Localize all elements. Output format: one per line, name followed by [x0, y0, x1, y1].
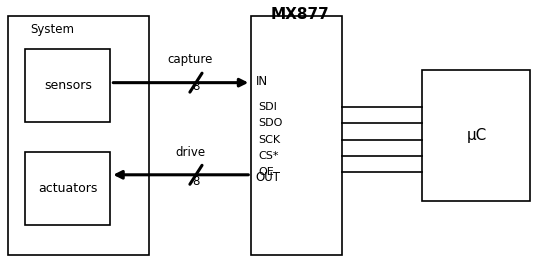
Text: actuators: actuators [38, 182, 98, 195]
Text: drive: drive [176, 146, 205, 159]
Text: μC: μC [466, 128, 486, 143]
Text: OUT: OUT [256, 171, 280, 184]
Text: IN: IN [256, 75, 268, 88]
Text: MX877: MX877 [270, 7, 329, 22]
Text: 8: 8 [192, 80, 200, 93]
Text: SCK: SCK [258, 135, 280, 144]
Text: 8: 8 [192, 175, 200, 188]
Text: System: System [30, 23, 75, 36]
Text: sensors: sensors [44, 79, 92, 92]
Text: capture: capture [168, 53, 213, 66]
Bar [251, 16, 342, 255]
Bar [8, 16, 149, 255]
Bar [422, 70, 530, 201]
Text: SDI: SDI [258, 102, 277, 112]
Text: SDO: SDO [258, 118, 283, 128]
Text: CS*: CS* [258, 151, 279, 161]
Text: OE: OE [258, 167, 274, 177]
Bar [25, 152, 110, 225]
Bar [25, 49, 110, 122]
